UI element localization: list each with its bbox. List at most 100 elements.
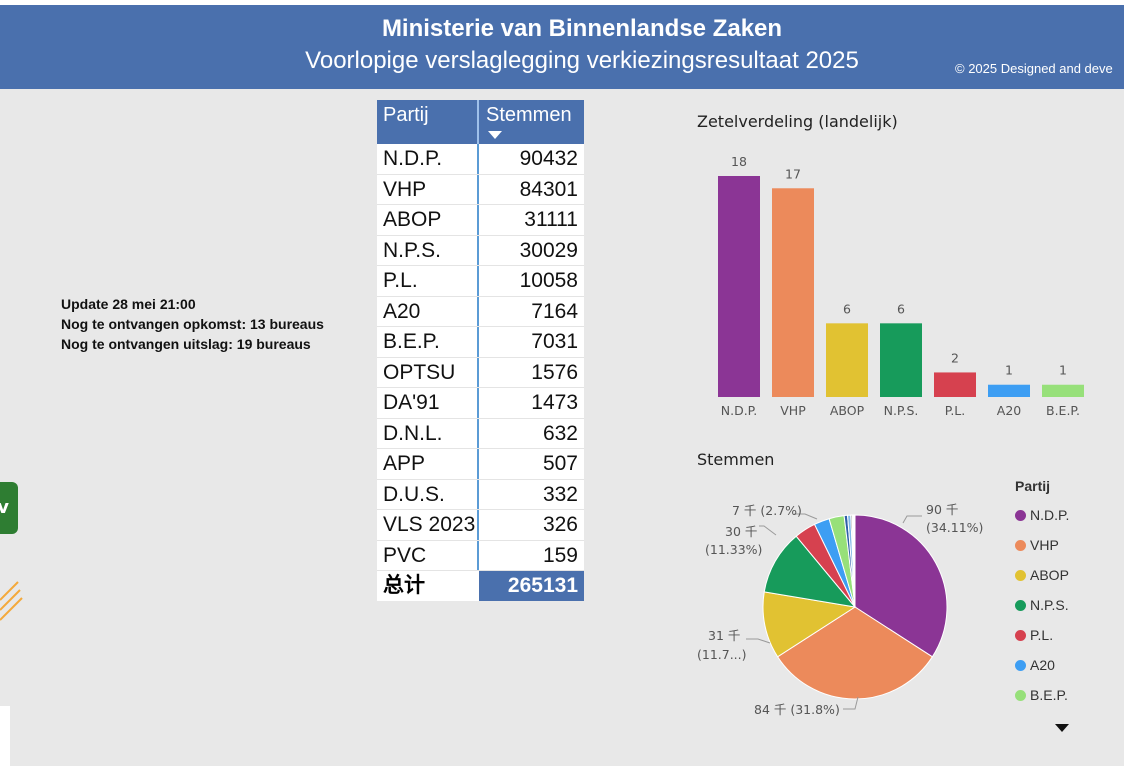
slice-label-abop-value: 31 千 (708, 628, 740, 643)
bar-value-label: 17 (785, 166, 801, 181)
legend-swatch (1015, 569, 1026, 581)
party-cell: N.D.P. (377, 144, 479, 174)
legend-label: N.P.S. (1030, 597, 1069, 613)
total-value: 265131 (479, 571, 584, 601)
legend-swatch (1015, 689, 1026, 701)
bar-nps[interactable] (880, 323, 922, 397)
legend-item[interactable]: VHP (1015, 530, 1069, 560)
bar-value-label: 1 (1005, 363, 1013, 378)
bar-value-label: 2 (951, 350, 959, 365)
party-cell: A20 (377, 296, 479, 326)
table-row[interactable]: D.U.S. 332 (377, 479, 584, 510)
table-row[interactable]: OPTSU 1576 (377, 357, 584, 388)
table-row[interactable]: ABOP 31111 (377, 205, 584, 236)
legend-item[interactable]: ABOP (1015, 560, 1069, 590)
table-row[interactable]: P.L. 10058 (377, 266, 584, 297)
party-cell: OPTSU (377, 357, 479, 387)
bar-abop[interactable] (826, 323, 868, 397)
table-row[interactable]: VLS 2023 326 (377, 510, 584, 541)
table-row[interactable]: B.E.P. 7031 (377, 327, 584, 358)
legend-label: A20 (1030, 657, 1055, 673)
page-header: Ministerie van Binnenlandse Zaken Voorlo… (0, 5, 1124, 89)
legend-item[interactable]: P.L. (1015, 620, 1069, 650)
votes-cell: 1473 (531, 391, 578, 414)
table-row[interactable]: A20 7164 (377, 296, 584, 327)
pie-chart-title: Stemmen (697, 450, 775, 469)
table-row[interactable]: D.N.L. 632 (377, 418, 584, 449)
bar-value-label: 1 (1059, 363, 1067, 378)
bar-pl[interactable] (934, 372, 976, 397)
x-tick-label: VHP (780, 403, 806, 418)
legend-item[interactable]: A20 (1015, 650, 1069, 680)
pie-slice-nps[interactable] (763, 535, 857, 608)
legend-label: N.D.P. (1030, 507, 1070, 523)
table-row[interactable]: N.P.S. 30029 (377, 235, 584, 266)
party-cell: ABOP (377, 205, 479, 235)
page-subtitle: Voorlopige verslaglegging verkiezingsres… (305, 47, 859, 74)
side-panel-button[interactable]: v (0, 482, 18, 534)
bar-a20[interactable] (988, 384, 1030, 397)
pie-slice-abop[interactable] (762, 591, 857, 658)
legend-item[interactable]: N.D.P. (1015, 500, 1069, 530)
bar-ndp[interactable] (718, 176, 760, 397)
x-tick-label: A20 (997, 403, 1022, 418)
votes-cell: 90432 (519, 147, 578, 170)
pie-slice-vhp[interactable] (776, 606, 934, 700)
votes-cell: 507 (542, 452, 578, 475)
slice-label-ndp-value: 90 千 (926, 502, 958, 517)
table-body: N.D.P. 90432 VHP 84301 ABOP 31111 N.P.S. 30029 P… (377, 144, 584, 571)
legend-item[interactable]: B.E.P. (1015, 680, 1069, 710)
party-cell: DA'91 (377, 388, 479, 418)
legend-label: ABOP (1030, 567, 1069, 583)
table-row[interactable]: N.D.P. 90432 (377, 144, 584, 175)
copyright-text: © 2025 Designed and deve (955, 61, 1113, 76)
sort-descending-icon[interactable] (488, 131, 502, 139)
table-row[interactable]: VHP 84301 (377, 174, 584, 205)
page-corner (0, 706, 10, 766)
update-timestamp: Update 28 mei 21:00 (61, 296, 196, 312)
votes-cell: 159 (542, 543, 578, 567)
column-header-party[interactable]: Partij (377, 100, 479, 144)
legend-swatch (1015, 599, 1026, 611)
votes-pie-chart: 90 千 (34.11%) 7 千 (2.7%) 30 千 (11.33%) 3… (697, 502, 983, 717)
pending-results: Nog te ontvangen uitslag: 19 bureaus (61, 336, 311, 352)
votes-cell: 7031 (531, 330, 578, 353)
table-row[interactable]: PVC 159 (377, 540, 584, 571)
legend-item[interactable]: N.P.S. (1015, 590, 1069, 620)
party-cell: PVC (377, 540, 479, 570)
legend-more-icon[interactable] (1055, 724, 1069, 732)
bar-vhp[interactable] (772, 188, 814, 397)
party-cell: D.N.L. (377, 418, 479, 448)
top-strip (0, 0, 1124, 5)
slice-label-abop-pct: (11.7...) (697, 647, 747, 662)
x-tick-label: N.P.S. (884, 403, 919, 418)
x-tick-label: B.E.P. (1046, 403, 1080, 418)
bar-value-label: 6 (843, 301, 851, 316)
bar-chart-title: Zetelverdeling (landelijk) (697, 112, 898, 131)
seat-bar-chart: 18 N.D.P. 17 VHP 6 ABOP 6 N.P.S. 2 P.L. 1 A20 1 B.E.P… (718, 154, 1084, 418)
legend-swatch (1015, 659, 1026, 671)
slice-label-vhp: 84 千 (31.8%) (754, 702, 840, 717)
votes-cell: 30029 (519, 238, 578, 262)
status-panel: Update 28 mei 21:00 Nog te ontvangen opk… (61, 294, 324, 354)
party-cell: VLS 2023 (377, 510, 479, 540)
table-row[interactable]: APP 507 (377, 449, 584, 480)
table-row[interactable]: DA'91 1473 (377, 388, 584, 419)
votes-cell: 632 (542, 421, 578, 445)
x-tick-label: ABOP (830, 403, 865, 418)
slice-label-nps-pct: (11.33%) (705, 542, 762, 557)
slice-label-nps-value: 30 千 (725, 524, 757, 539)
bar-value-label: 6 (897, 301, 905, 316)
table-header: Partij Stemmen (377, 100, 584, 144)
votes-cell: 31111 (524, 208, 578, 231)
party-cell: B.E.P. (377, 327, 479, 357)
column-header-votes[interactable]: Stemmen (479, 100, 584, 144)
bar-bep[interactable] (1042, 384, 1084, 397)
bar-value-label: 18 (731, 154, 747, 169)
slice-label-small: 7 千 (2.7%) (732, 503, 802, 518)
party-cell: D.U.S. (377, 479, 479, 509)
total-label: 总计 (383, 574, 425, 597)
legend-label: VHP (1030, 537, 1059, 553)
pie-legend: Partij N.D.P. VHP ABOP N.P.S. P.L. A20 B.E.P. (1015, 478, 1069, 710)
votes-cell: 332 (542, 482, 578, 506)
